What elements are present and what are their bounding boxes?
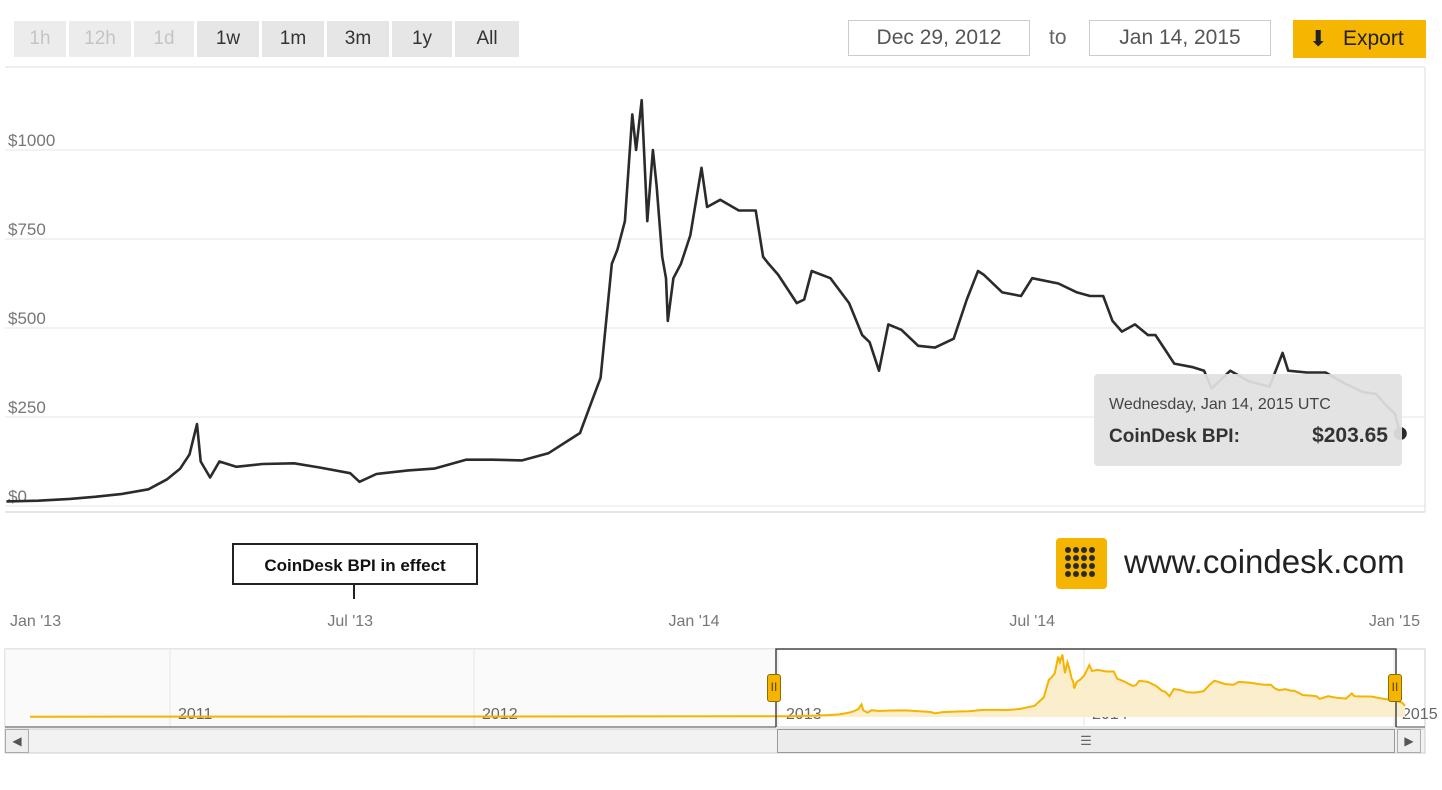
scroll-right-button[interactable]: ▶ (1397, 729, 1421, 753)
y-tick-label: $0 (8, 487, 27, 506)
range-button-1d: 1d (134, 21, 194, 57)
navigator-right-handle[interactable]: II (1388, 674, 1402, 702)
x-tick-label: Jan '14 (668, 613, 719, 630)
bpi-effect-flag[interactable]: CoinDesk BPI in effect (232, 543, 478, 585)
range-button-12h: 12h (69, 21, 131, 57)
x-tick-label: Jul '14 (1009, 613, 1055, 630)
date-from-input[interactable]: Dec 29, 2012 (848, 20, 1030, 56)
bpi-price-line (6, 98, 1402, 503)
export-label: Export (1343, 27, 1404, 50)
tooltip-series-name: CoinDesk BPI: (1109, 426, 1240, 447)
range-button-all[interactable]: All (455, 21, 519, 57)
x-tick-label: Jul '13 (327, 613, 373, 630)
navigator-mask-left (5, 649, 777, 727)
coindesk-logo-icon (1056, 538, 1107, 589)
y-tick-label: $250 (8, 398, 46, 417)
range-button-1m[interactable]: 1m (262, 21, 324, 57)
navigator-area (30, 654, 1405, 717)
download-arrow-icon: ⬇ (1309, 26, 1328, 51)
price-tooltip: Wednesday, Jan 14, 2015 UTC CoinDesk BPI… (1094, 374, 1402, 466)
range-button-3m[interactable]: 3m (327, 21, 389, 57)
range-button-1w[interactable]: 1w (197, 21, 259, 57)
y-tick-label: $750 (8, 220, 46, 239)
x-tick-label: Jan '13 (10, 613, 61, 630)
navigator-year-label: 2012 (482, 706, 518, 723)
export-button[interactable]: ⬇ Export (1293, 20, 1426, 58)
navigator-year-label: 2011 (178, 706, 213, 723)
navigator-left-handle[interactable]: II (767, 674, 781, 702)
flag-stem (353, 585, 355, 599)
y-tick-label: $500 (8, 309, 46, 328)
tooltip-value: $203.65 (1312, 424, 1388, 447)
navigator-scrollbar-thumb[interactable]: ☰ (777, 729, 1395, 753)
x-tick-label: Jan '15 (1369, 613, 1420, 630)
navigator-year-label: 2015 (1402, 706, 1438, 723)
range-button-1h: 1h (14, 21, 66, 57)
navigator-line (29, 654, 1406, 718)
range-button-1y[interactable]: 1y (392, 21, 452, 57)
navigator-year-label: 2013 (786, 706, 822, 723)
scroll-left-button[interactable]: ◀ (5, 729, 29, 753)
date-range-separator: to (1049, 26, 1067, 49)
y-tick-label: $1000 (8, 131, 55, 150)
range-selector: 1h 12h 1d 1w 1m 3m 1y All (14, 21, 519, 57)
date-to-input[interactable]: Jan 14, 2015 (1089, 20, 1271, 56)
tooltip-date: Wednesday, Jan 14, 2015 UTC (1109, 396, 1331, 413)
coindesk-logo-text: www.coindesk.com (1124, 543, 1405, 580)
